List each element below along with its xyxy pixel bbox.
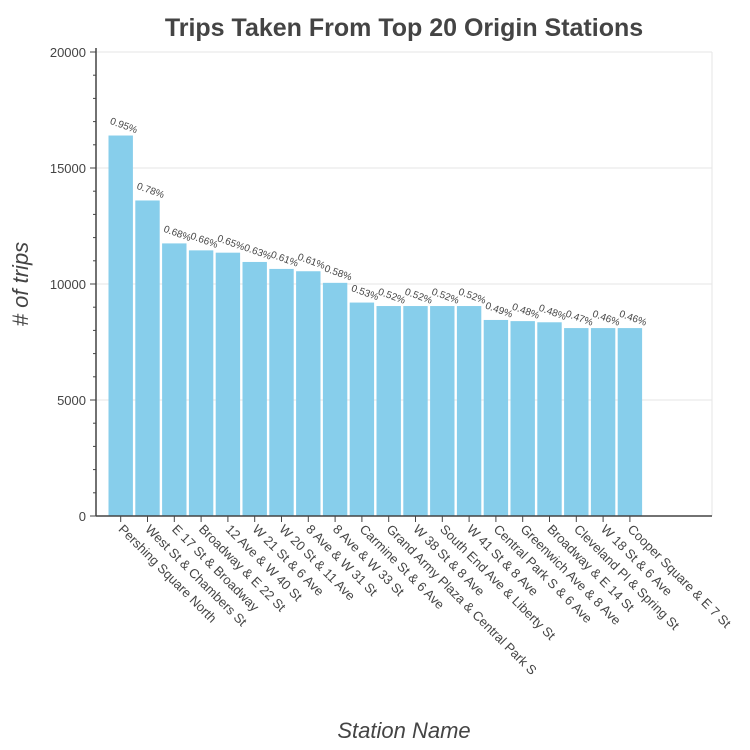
bar [590,328,616,516]
data-label: 0.47% [564,309,595,329]
bar [242,261,267,516]
bar [108,135,133,516]
data-label: 0.66% [189,231,220,251]
data-label: 0.61% [269,250,300,270]
data-label: 0.46% [591,309,622,329]
data-label: 0.65% [216,233,247,253]
data-label: 0.52% [430,287,461,307]
y-tick-label: 0 [79,509,86,524]
bar [215,252,241,516]
bar [483,319,509,516]
y-tick-label: 20000 [50,45,86,60]
bar [430,306,455,516]
y-axis-title: # of trips [8,242,33,326]
bar [188,250,214,517]
bars [108,135,643,517]
data-label: 0.52% [376,287,407,307]
data-label: 0.63% [242,243,273,263]
data-label: 0.48% [510,302,541,322]
bar [349,302,375,516]
bar [376,306,401,516]
axes: 0 5000 10000 15000 20000 [50,45,712,524]
data-label: 0.68% [162,224,193,244]
chart-title: Trips Taken From Top 20 Origin Stations [165,14,643,42]
data-label: 0.95% [108,116,139,136]
data-label: 0.58% [323,263,354,283]
data-label: 0.46% [618,309,649,329]
bar [456,306,482,516]
y-tick-label: 15000 [50,161,86,176]
y-tick-label: 5000 [57,393,86,408]
bar [403,306,428,516]
bar [537,322,562,516]
data-label: 0.52% [457,287,488,307]
data-label: 0.52% [403,287,434,307]
bar [269,268,294,516]
data-label: 0.48% [537,303,568,323]
bar [296,271,321,516]
data-label: 0.61% [296,252,327,272]
bar [135,200,160,517]
data-label: 0.53% [350,283,381,303]
x-axis-title: Station Name [337,718,470,743]
y-tick-label: 10000 [50,277,86,292]
bar [510,321,535,516]
bar [322,282,348,516]
bar [564,328,589,516]
data-label: 0.78% [135,181,166,201]
data-label: 0.49% [484,301,515,321]
bar [162,243,187,516]
x-tick-label: Cooper Square & E 7 St [625,522,735,632]
bar [617,328,643,516]
